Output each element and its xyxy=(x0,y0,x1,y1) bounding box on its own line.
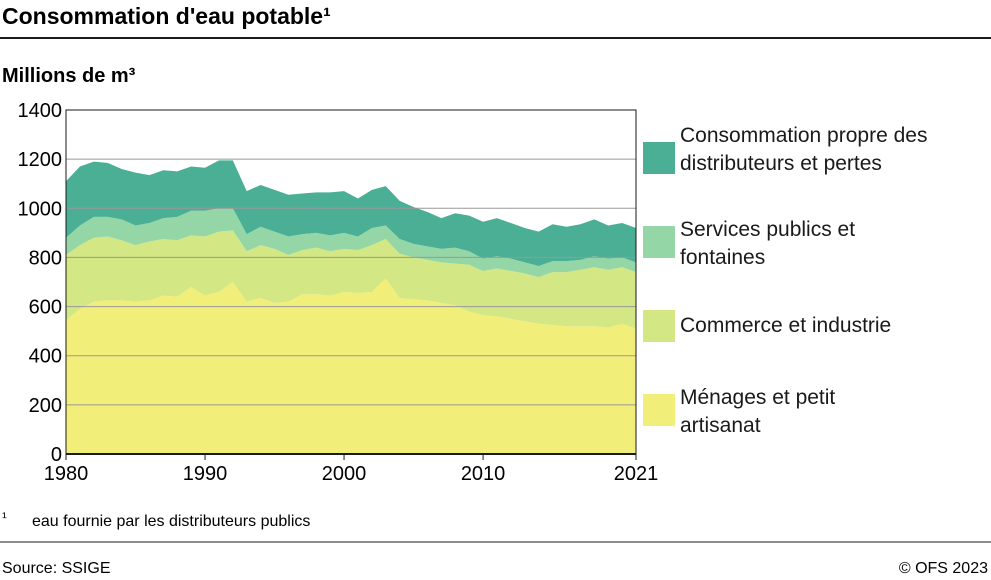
legend-label: Services publics et fontaines xyxy=(680,218,856,269)
area xyxy=(66,160,636,267)
footnote-mark: ¹ xyxy=(2,509,7,525)
x-tick-label: 1980 xyxy=(44,463,89,485)
y-tick-label: 800 xyxy=(29,247,62,269)
legend-label: Ménages et petit artisanat xyxy=(680,386,836,437)
y-axis-label: Millions de m³ xyxy=(2,65,136,87)
y-tick-label: 1000 xyxy=(18,198,63,220)
copyright: © OFS 2023 xyxy=(899,560,988,577)
y-tick-label: 1400 xyxy=(18,100,63,122)
x-tick-label: 1990 xyxy=(183,463,228,485)
y-tick-label: 600 xyxy=(29,297,62,319)
legend-swatch xyxy=(643,310,675,342)
plot: 0 200 400 600 800 1000 1200 1400 1980 1990 2000 201… xyxy=(18,100,659,485)
area xyxy=(66,278,636,454)
area xyxy=(66,208,636,278)
footnote: eau fournie par les distributeurs public… xyxy=(32,513,310,530)
y-tick-label: 400 xyxy=(29,346,62,368)
legend-swatch xyxy=(643,142,675,174)
area xyxy=(66,230,636,329)
legend-label: Consommation propre des distributeurs et… xyxy=(680,124,928,175)
legend-label: Commerce et industrie xyxy=(680,314,892,337)
legend-swatch xyxy=(643,394,675,426)
x-tick-label: 2010 xyxy=(461,463,506,485)
x-tick-label: 2000 xyxy=(322,463,367,485)
y-tick-label: 0 xyxy=(51,444,62,466)
y-tick-label: 1200 xyxy=(18,149,63,171)
chart-title: Consommation d'eau potable¹ xyxy=(2,3,331,29)
legend-swatch xyxy=(643,226,675,258)
y-tick-label: 200 xyxy=(29,395,62,417)
x-tick-label: 2021 xyxy=(614,463,659,485)
source: Source: SSIGE xyxy=(2,560,111,577)
